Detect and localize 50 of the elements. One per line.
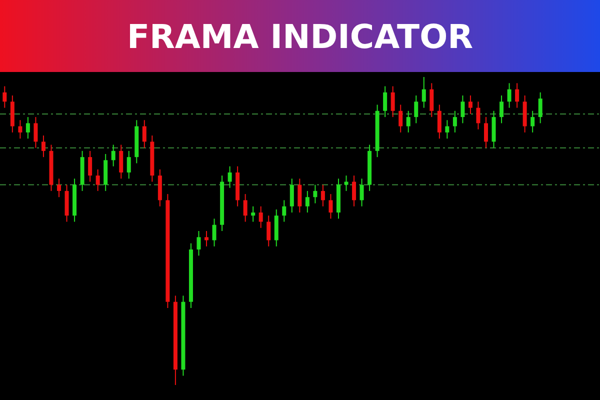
candlestick bbox=[530, 110, 535, 133]
candlestick bbox=[41, 135, 46, 158]
candlestick bbox=[258, 206, 263, 228]
candlestick bbox=[437, 104, 442, 140]
candlestick bbox=[507, 82, 512, 108]
candlestick bbox=[34, 116, 38, 148]
candlestick bbox=[452, 110, 457, 133]
candlestick bbox=[398, 104, 403, 133]
candlestick bbox=[538, 92, 542, 124]
candlestick bbox=[111, 144, 116, 167]
candlestick bbox=[96, 168, 100, 192]
candlestick bbox=[476, 101, 480, 130]
candlestick bbox=[290, 178, 294, 214]
candlestick bbox=[243, 194, 248, 222]
candlestick bbox=[422, 76, 426, 108]
candlestick bbox=[383, 86, 388, 118]
candlestick bbox=[344, 175, 348, 192]
candlestick bbox=[251, 206, 256, 222]
candlestick bbox=[212, 218, 216, 247]
candlestick bbox=[445, 120, 450, 140]
candlestick bbox=[500, 94, 504, 124]
candlestick bbox=[390, 86, 395, 118]
candlestick bbox=[352, 175, 356, 207]
candlestick bbox=[515, 82, 520, 108]
candlestick bbox=[119, 144, 124, 180]
candlestick bbox=[2, 86, 7, 108]
candlestick bbox=[320, 184, 325, 207]
candlestick bbox=[18, 120, 22, 140]
candlestick bbox=[414, 94, 418, 124]
candlestick bbox=[484, 116, 488, 148]
candlestick bbox=[328, 194, 333, 220]
candlestick bbox=[406, 110, 410, 133]
candlestick bbox=[305, 190, 310, 214]
candlestick bbox=[88, 150, 92, 182]
candlestick bbox=[298, 178, 302, 214]
candlestick bbox=[126, 150, 131, 180]
candlestick bbox=[228, 166, 232, 188]
candlestick bbox=[282, 200, 286, 222]
candlestick bbox=[26, 116, 30, 140]
candlestick bbox=[430, 82, 434, 118]
candlestick bbox=[266, 215, 271, 247]
candlestick bbox=[360, 178, 364, 207]
chart-title: FRAMA INDICATOR bbox=[126, 17, 474, 56]
candlestick bbox=[142, 120, 146, 148]
candlestick bbox=[468, 94, 472, 114]
candlestick bbox=[204, 230, 209, 247]
candlestick bbox=[57, 178, 62, 198]
candlestick bbox=[460, 94, 465, 124]
candlestick bbox=[196, 230, 201, 256]
candlestick bbox=[313, 184, 318, 204]
